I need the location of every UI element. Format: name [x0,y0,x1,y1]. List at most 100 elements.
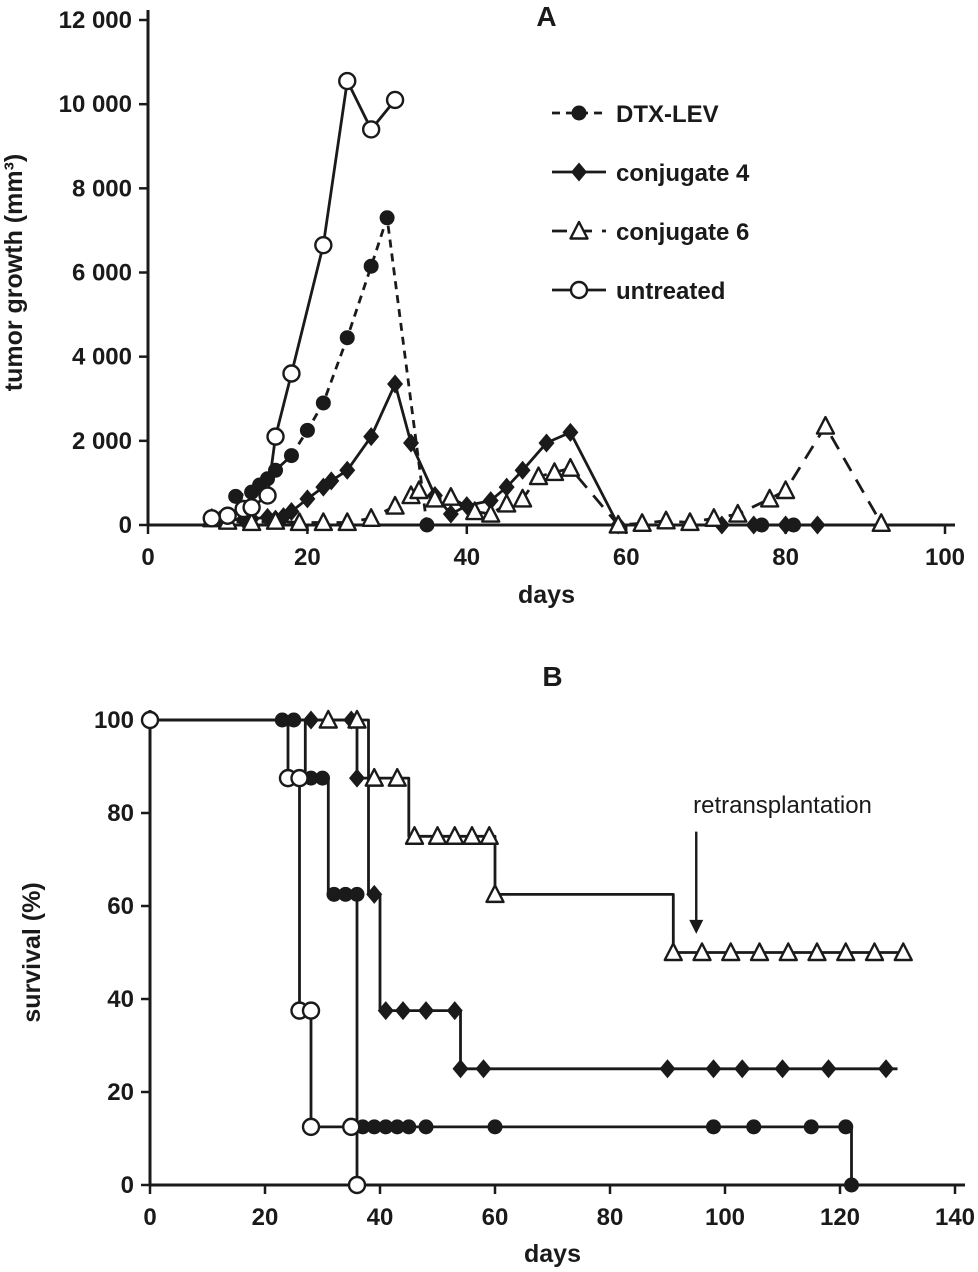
marker-circle-filled-dtx-lev [363,258,379,274]
y-tick-label: 60 [107,893,134,920]
marker-triangle-open-conjugate-6 [289,512,310,532]
series-line-conjugate-6 [150,718,904,954]
marker-circle-open-untreated [258,486,277,505]
marker-circle-filled-dtx-lev [418,1119,434,1135]
x-tick-label: 120 [820,1204,860,1231]
marker-triangle-open-conjugate-6 [465,501,485,521]
x-tick-label: 0 [143,1204,156,1231]
marker-circle-filled-dtx-lev [366,1119,382,1135]
marker-circle-filled-dtx-lev [283,448,299,464]
marker-diamond-filled-conjugate-4 [387,374,404,394]
marker-diamond-filled-conjugate-4 [745,515,762,535]
marker-diamond-filled-conjugate-4 [878,1059,894,1079]
marker-triangle-open-conjugate-6 [479,826,499,845]
marker-circle-filled-dtx-lev [487,1119,503,1135]
y-axis-label: survival (%) [18,882,46,1022]
y-tick-label: 100 [94,707,134,734]
marker-triangle-open-conjugate-6 [759,488,780,508]
marker-triangle-open-conjugate-6 [749,942,770,962]
marker-circle-filled-dtx-lev [803,1119,819,1135]
legend-label: conjugate 6 [616,219,749,246]
marker-circle-open-untreated [347,1175,367,1195]
tumor-growth-chart-panel-a: 0 20 40 60 80 100 0 2 000 4 000 6 000 8 000 10 000 1… [0,0,978,622]
x-tick-label: 20 [252,1204,279,1231]
marker-triangle-open-conjugate-6 [485,884,505,904]
marker-triangle-open-conjugate-6 [778,942,798,962]
marker-triangle-open-conjugate-6 [692,942,712,962]
marker-triangle-open-conjugate-6 [481,503,501,523]
marker-triangle-open-conjugate-6 [807,942,827,962]
marker-triangle-open-conjugate-6 [347,709,367,729]
marker-circle-filled-dtx-lev [339,330,355,346]
marker-triangle-open-conjugate-6 [656,510,676,530]
x-tick-label: 20 [294,544,321,571]
marker-triangle-open-conjugate-6 [361,508,381,527]
x-tick-label: 40 [367,1204,394,1231]
marker-circle-filled-dtx-lev [706,1119,721,1135]
marker-circle-filled-dtx-lev [844,1177,859,1193]
y-tick-label: 0 [119,512,132,539]
marker-circle-filled-dtx-lev [401,1119,417,1135]
marker-diamond-filled-conjugate-4 [349,768,365,788]
marker-triangle-open-conjugate-6 [445,826,465,845]
annotation-retransplantation: retransplantation [693,792,872,819]
series-line-untreated [150,718,359,1185]
marker-circle-open-untreated [338,71,357,91]
marker-triangle-open-conjugate-6 [528,466,549,486]
marker-diamond-filled-conjugate-4 [705,1059,722,1079]
marker-triangle-open-conjugate-6 [544,462,565,482]
series-markers-untreated [140,710,367,1195]
marker-diamond-filled-conjugate-4 [363,427,380,447]
marker-triangle-open-conjugate-6 [663,942,683,962]
marker-circle-filled-dtx-lev [419,517,435,533]
marker-diamond-filled-conjugate-4 [777,515,794,535]
marker-triangle-open-conjugate-6 [704,508,724,527]
marker-circle-filled-dtx-lev [274,712,290,728]
panel-title: B [542,661,562,692]
marker-diamond-filled-conjugate-4 [452,1059,469,1079]
series-line-untreated [211,79,397,520]
marker-circle-open-untreated [242,498,261,517]
legend-label: DTX-LEV [616,101,719,128]
survival-chart-panel-b: 0 20 40 60 80 100 120 140 0 20 40 60 80 100 days surviv… [0,622,978,1272]
marker-diamond-filled-conjugate-4 [809,515,826,535]
marker-diamond-filled-conjugate-4 [339,460,356,480]
legend-item-dtx-lev: DTX-LEV [552,101,719,128]
marker-circle-open-untreated [301,1001,321,1020]
series-markers-dtx-lev [142,712,859,1193]
y-tick-label: 20 [107,1079,134,1106]
marker-triangle-open-conjugate-6 [608,514,628,534]
marker-diamond-filled-conjugate-4 [403,433,420,453]
marker-triangle-open-conjugate-6 [569,220,589,240]
marker-diamond-filled-conjugate-4 [571,162,587,182]
marker-triangle-open-conjugate-6 [871,513,891,533]
marker-circle-open-untreated [282,364,301,383]
marker-circle-open-untreated [342,1117,361,1137]
marker-triangle-open-conjugate-6 [404,826,425,845]
marker-circle-filled-dtx-lev [379,210,395,226]
marker-circle-filled-dtx-lev [838,1119,854,1135]
marker-triangle-open-conjugate-6 [632,513,652,533]
marker-circle-open-untreated [140,710,160,730]
marker-diamond-filled-conjugate-4 [299,489,316,509]
marker-diamond-filled-conjugate-4 [377,1001,394,1021]
marker-triangle-open-conjugate-6 [721,942,741,962]
marker-circle-filled-dtx-lev [315,395,331,411]
x-tick-label: 0 [141,544,154,571]
x-tick-label: 60 [613,544,640,571]
marker-circle-open-untreated [266,427,285,446]
y-axis-label: tumor growth (mm³) [0,154,28,391]
marker-triangle-open-conjugate-6 [680,512,700,532]
marker-triangle-open-conjugate-6 [728,503,748,523]
y-tick-label: 2 000 [72,428,132,455]
marker-triangle-open-conjugate-6 [775,480,796,500]
marker-triangle-open-conjugate-6 [893,942,913,962]
panel-a-svg: 0 20 40 60 80 100 0 2 000 4 000 6 000 8 000 10 000 1… [0,1,965,609]
marker-triangle-open-conjugate-6 [462,826,482,845]
marker-diamond-filled-conjugate-4 [475,1059,492,1079]
marker-diamond-filled-conjugate-4 [498,477,515,497]
marker-diamond-filled-conjugate-4 [418,1001,434,1021]
series-markers-conjugate-4 [211,374,826,535]
panel-b-svg: 0 20 40 60 80 100 120 140 0 20 40 60 80 100 days surviv… [18,661,975,1268]
